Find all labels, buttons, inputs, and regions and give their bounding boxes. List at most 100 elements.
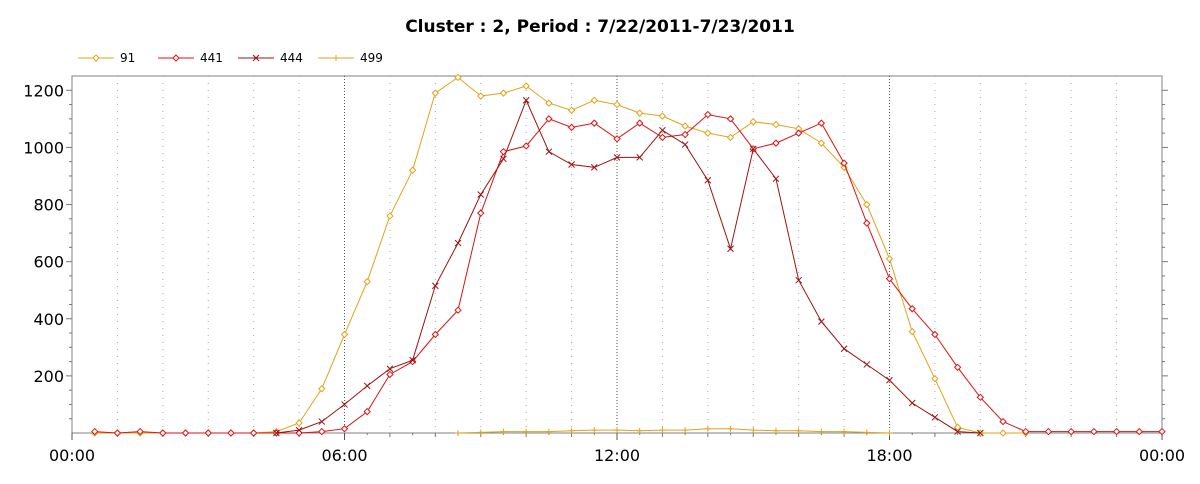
y-tick-label: 600 xyxy=(33,253,64,272)
data-point xyxy=(704,425,711,432)
data-point xyxy=(908,305,916,313)
data-point xyxy=(976,393,985,402)
series-499 xyxy=(455,425,893,436)
x-tick-label: 00:00 xyxy=(1139,446,1185,465)
data-point xyxy=(772,175,780,183)
data-point xyxy=(953,423,962,431)
data-point xyxy=(340,425,349,433)
data-point xyxy=(954,428,961,435)
data-point xyxy=(409,356,416,364)
data-point xyxy=(750,427,757,434)
data-point xyxy=(1022,427,1030,436)
data-point xyxy=(953,363,962,372)
data-point xyxy=(273,429,280,437)
data-point xyxy=(181,429,190,437)
data-point xyxy=(863,361,871,368)
legend: 91 441 444 499 xyxy=(78,51,383,65)
y-tick-label: 1200 xyxy=(23,81,64,100)
chart-title: Cluster : 2, Period : 7/22/2011-7/23/201… xyxy=(405,17,795,37)
data-point xyxy=(704,129,712,137)
data-point xyxy=(172,54,180,62)
data-point xyxy=(408,166,417,174)
series-line-91 xyxy=(94,76,1026,434)
data-point xyxy=(636,154,644,161)
y-tick-label: 1000 xyxy=(23,138,64,157)
data-point xyxy=(567,123,576,132)
data-point xyxy=(431,330,440,339)
data-point xyxy=(431,89,440,97)
plot-area xyxy=(91,73,1166,437)
data-point xyxy=(636,119,644,127)
y-tick-label: 200 xyxy=(33,367,64,386)
data-point xyxy=(976,429,984,437)
data-point xyxy=(772,139,780,147)
data-point xyxy=(931,375,939,383)
data-point xyxy=(614,427,620,434)
data-point xyxy=(455,430,462,436)
series-441 xyxy=(91,110,1166,437)
data-point xyxy=(999,429,1007,437)
data-point xyxy=(749,117,757,126)
data-point xyxy=(908,327,916,336)
data-point xyxy=(454,239,462,247)
data-point xyxy=(522,82,530,90)
data-point xyxy=(613,135,621,143)
legend-label: 444 xyxy=(280,51,303,65)
data-point xyxy=(591,427,598,434)
data-point xyxy=(681,141,689,148)
data-point xyxy=(500,155,507,163)
data-point xyxy=(386,212,394,220)
x-tick-label: 18:00 xyxy=(866,446,912,465)
legend-item-499: 499 xyxy=(318,51,383,65)
legend-label: 499 xyxy=(360,51,383,65)
data-point xyxy=(863,219,871,227)
data-point xyxy=(318,427,326,436)
data-point xyxy=(295,419,303,427)
data-point xyxy=(318,385,326,393)
series-line-499 xyxy=(457,428,890,434)
data-point xyxy=(341,401,348,408)
legend-item-91: 91 xyxy=(78,51,135,65)
data-point xyxy=(454,306,462,314)
data-point xyxy=(818,428,825,435)
y-tick-label: 400 xyxy=(33,310,64,329)
legend-label: 441 xyxy=(200,51,223,65)
data-point xyxy=(795,427,802,434)
data-point xyxy=(659,126,666,134)
data-point xyxy=(477,191,485,198)
data-point xyxy=(477,209,485,217)
data-point xyxy=(295,426,303,434)
data-point xyxy=(681,122,689,130)
data-point xyxy=(1067,427,1075,436)
data-point xyxy=(1044,427,1053,436)
data-point xyxy=(726,115,735,123)
data-point xyxy=(545,148,553,156)
axes: 00:00 06:00 12:00 18:00 00:00 200 400 600 800 100… xyxy=(23,81,1185,465)
legend-label: 91 xyxy=(120,51,135,65)
data-point xyxy=(795,276,803,284)
data-point xyxy=(204,429,212,437)
x-tick-label: 12:00 xyxy=(594,446,640,465)
data-point xyxy=(523,428,530,435)
data-point xyxy=(999,417,1007,426)
data-point xyxy=(727,425,734,432)
series-line-441 xyxy=(94,114,1162,434)
grid xyxy=(71,75,1163,434)
x-tick-label: 00:00 xyxy=(49,446,95,465)
data-point xyxy=(658,112,667,120)
data-point xyxy=(567,106,576,114)
data-point xyxy=(500,428,507,435)
data-point xyxy=(386,370,394,379)
data-point xyxy=(340,330,349,339)
data-point xyxy=(363,407,371,416)
data-point xyxy=(545,99,553,107)
data-point xyxy=(704,176,712,184)
data-point xyxy=(704,110,712,119)
data-point xyxy=(817,139,826,147)
data-point xyxy=(659,427,666,434)
data-point xyxy=(590,96,598,104)
data-point xyxy=(636,427,643,434)
data-point xyxy=(613,154,621,161)
data-point xyxy=(749,145,757,153)
data-point xyxy=(159,429,167,437)
